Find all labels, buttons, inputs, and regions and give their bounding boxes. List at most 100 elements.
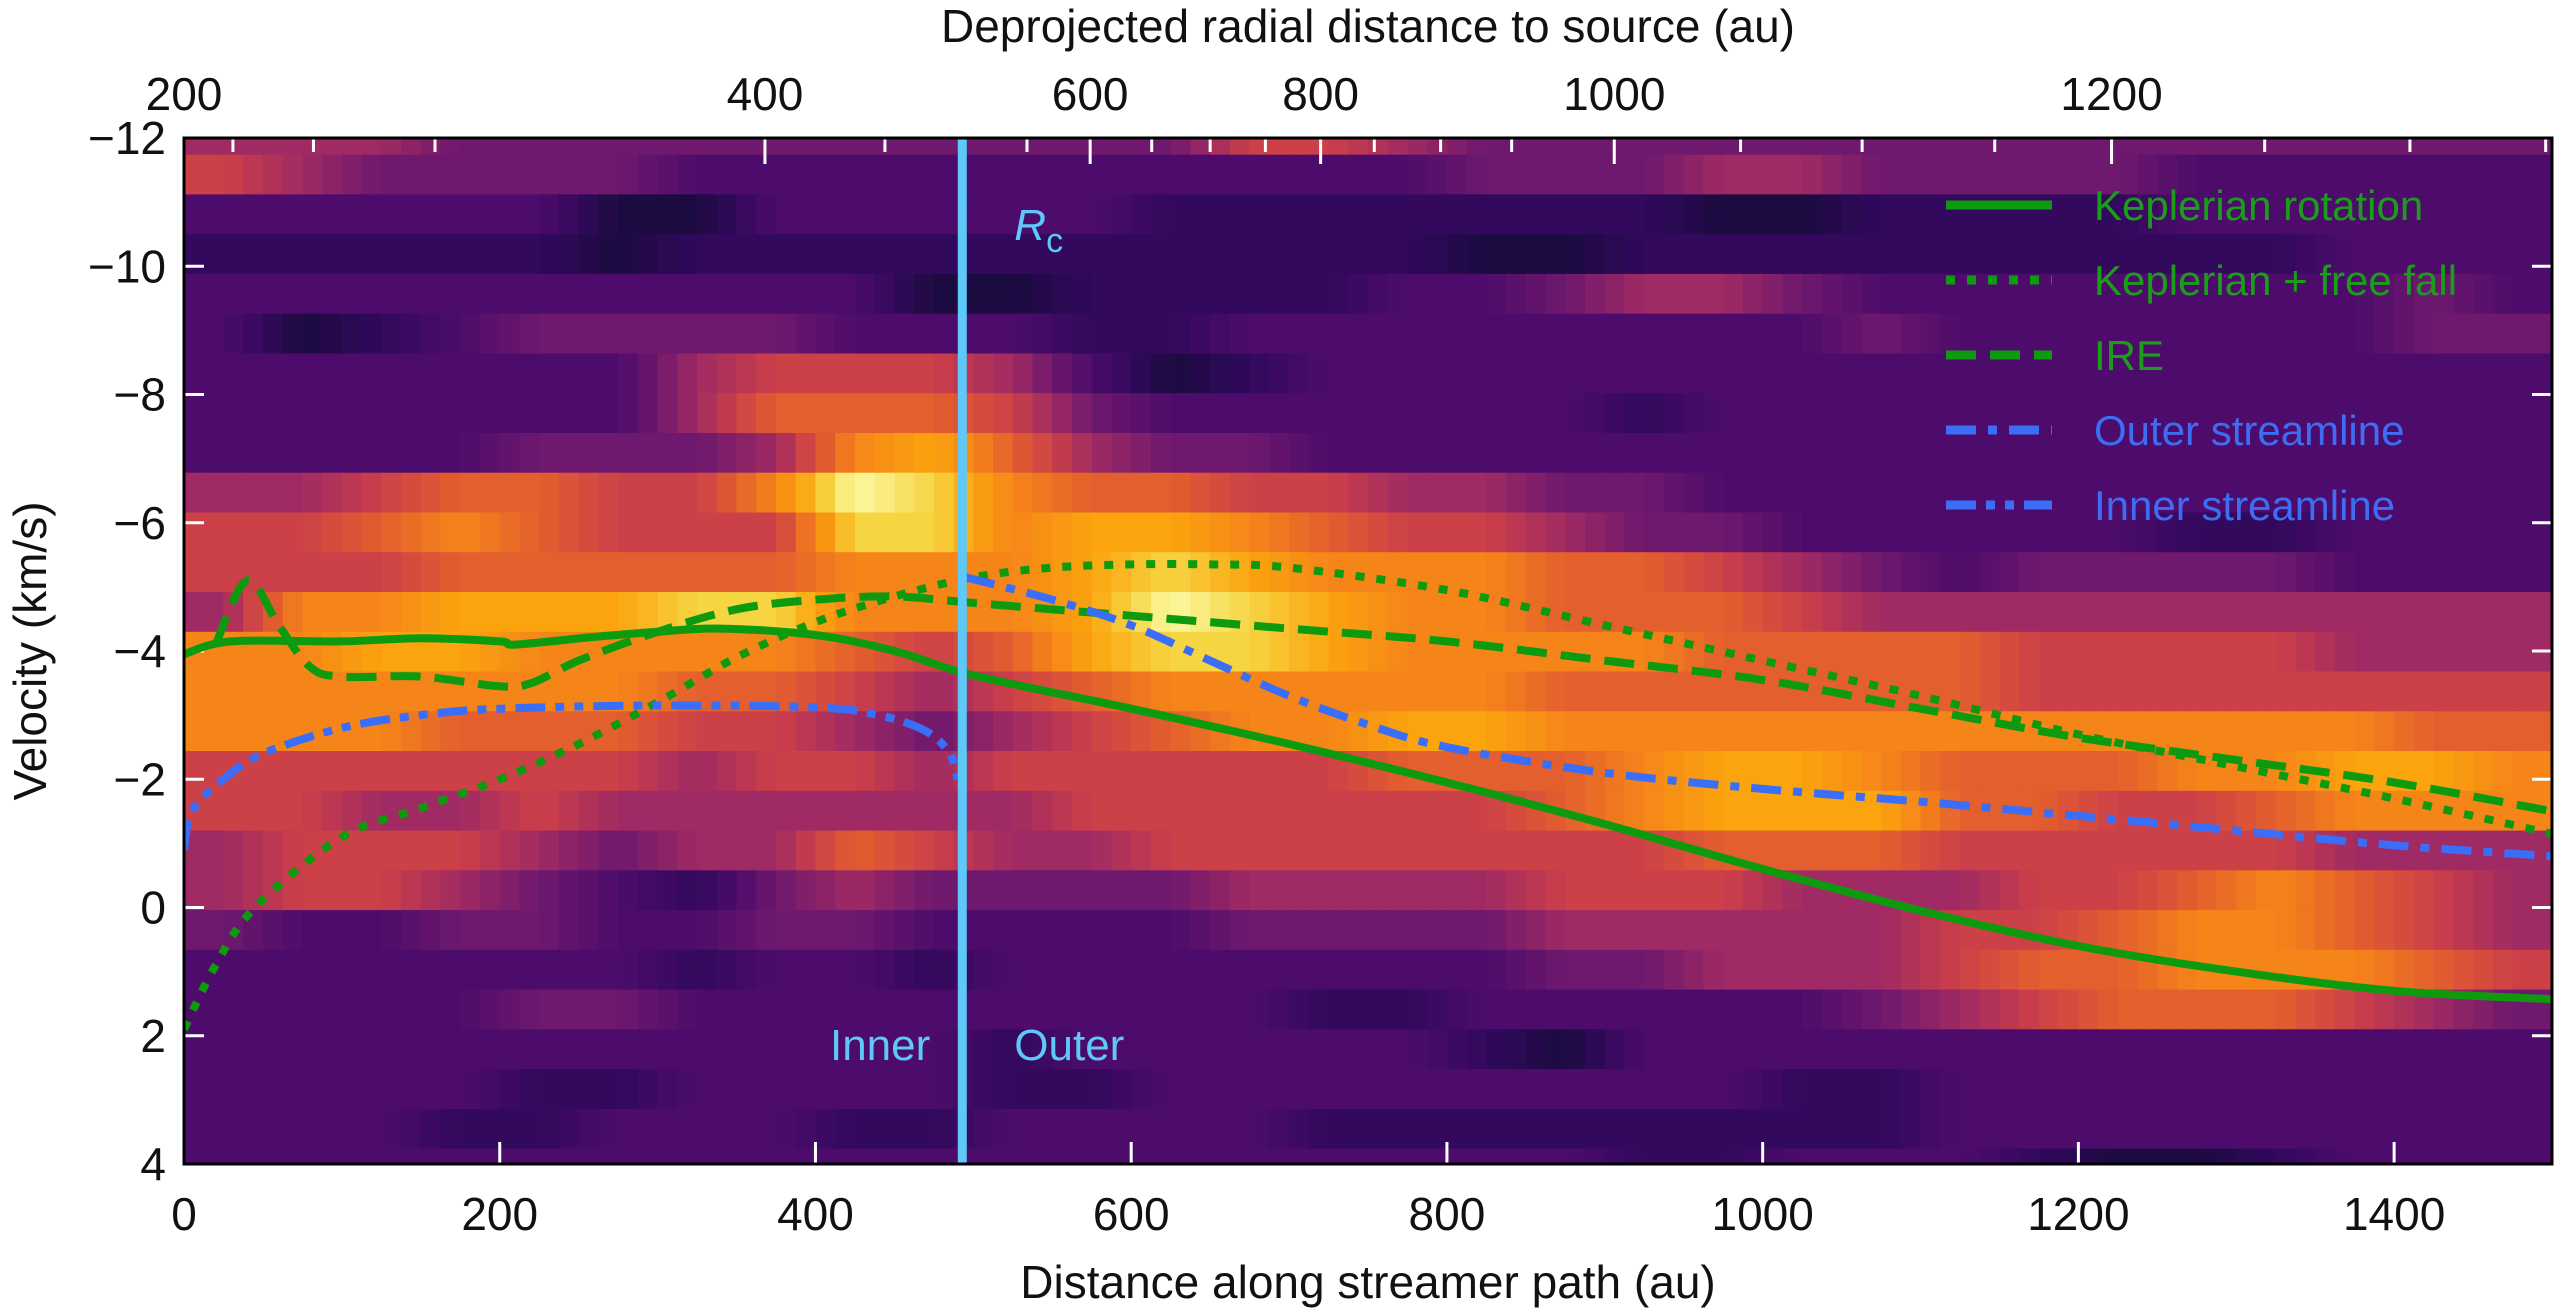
heatmap-cell bbox=[1269, 870, 1290, 911]
heatmap-cell bbox=[1486, 790, 1507, 832]
heatmap-cell bbox=[1131, 1148, 1152, 1164]
heatmap-cell bbox=[874, 989, 895, 1030]
heatmap-cell bbox=[1111, 1148, 1132, 1164]
heatmap-cell bbox=[460, 870, 481, 911]
heatmap-cell bbox=[499, 870, 520, 911]
heatmap-cell bbox=[1111, 154, 1132, 196]
heatmap-cell bbox=[2354, 671, 2375, 712]
heatmap-cell bbox=[815, 711, 836, 752]
heatmap-cell bbox=[1900, 433, 1922, 474]
heatmap-cell bbox=[1131, 1029, 1152, 1070]
heatmap-cell bbox=[1644, 194, 1665, 235]
heatmap-cell bbox=[1644, 711, 1665, 752]
keplerian-rotation-curve bbox=[184, 624, 2552, 1004]
heatmap-cell bbox=[519, 1108, 540, 1150]
heatmap-cell bbox=[341, 870, 363, 911]
heatmap-cell bbox=[243, 790, 264, 832]
heatmap-cell bbox=[914, 552, 935, 593]
heatmap-cell bbox=[776, 711, 797, 752]
heatmap-cell bbox=[618, 433, 639, 474]
heatmap-cell bbox=[1506, 949, 1527, 991]
heatmap-cell bbox=[223, 1069, 244, 1110]
heatmap-cell bbox=[420, 1029, 442, 1070]
heatmap-cell bbox=[1289, 194, 1310, 235]
heatmap-cell bbox=[2315, 671, 2336, 712]
heatmap-cell bbox=[1170, 910, 1191, 951]
heatmap-cell bbox=[1782, 910, 1803, 951]
heatmap-cell bbox=[1052, 194, 1073, 235]
heatmap-cell bbox=[657, 353, 678, 394]
heatmap-cell bbox=[914, 433, 935, 474]
heatmap-cell bbox=[657, 433, 678, 474]
heatmap-cell bbox=[854, 512, 876, 553]
heatmap-cell bbox=[401, 273, 422, 315]
heatmap-cell bbox=[2354, 234, 2375, 275]
heatmap-cell bbox=[933, 313, 955, 355]
heatmap-cell bbox=[835, 313, 856, 355]
heatmap-cell bbox=[1387, 790, 1408, 832]
heatmap-cell bbox=[1012, 194, 1034, 235]
heatmap-cell bbox=[341, 1069, 363, 1110]
heatmap-cell bbox=[716, 353, 738, 394]
heatmap-cell bbox=[1150, 472, 1172, 514]
heatmap-cell bbox=[2177, 313, 2198, 355]
heatmap-cell bbox=[2433, 671, 2454, 712]
heatmap-cell bbox=[1565, 910, 1586, 951]
heatmap-cell bbox=[716, 552, 738, 593]
heatmap-cell bbox=[361, 154, 382, 196]
heatmap-cell bbox=[480, 790, 501, 832]
heatmap-cell bbox=[677, 1148, 698, 1164]
heatmap-cell bbox=[2374, 1148, 2395, 1164]
heatmap-cell bbox=[1289, 1108, 1310, 1150]
heatmap-cell bbox=[1407, 194, 1428, 235]
heatmap-cell bbox=[184, 870, 205, 911]
heatmap-cell bbox=[657, 949, 678, 991]
heatmap-cell bbox=[460, 552, 481, 593]
heatmap-cell bbox=[2256, 989, 2277, 1030]
y-tick-label: −12 bbox=[88, 112, 166, 164]
heatmap-cell bbox=[1466, 631, 1487, 673]
heatmap-cell bbox=[2532, 234, 2552, 275]
heatmap-cell bbox=[1308, 1148, 1330, 1164]
heatmap-cell bbox=[815, 433, 836, 474]
heatmap-cell bbox=[1762, 790, 1783, 832]
heatmap-cell bbox=[1900, 989, 1922, 1030]
heatmap-cell bbox=[401, 353, 422, 394]
heatmap-cell bbox=[1900, 353, 1922, 394]
heatmap-cell bbox=[2433, 433, 2454, 474]
heatmap-cell bbox=[1131, 870, 1152, 911]
heatmap-cell bbox=[2334, 353, 2356, 394]
heatmap-cell bbox=[460, 671, 481, 712]
heatmap-cell bbox=[1289, 353, 1310, 394]
heatmap-cell bbox=[2019, 870, 2040, 911]
heatmap-cell bbox=[637, 154, 659, 196]
heatmap-cell bbox=[2433, 949, 2454, 991]
heatmap-cell bbox=[618, 1148, 639, 1164]
heatmap-cell bbox=[835, 751, 856, 792]
heatmap-cell bbox=[2374, 353, 2395, 394]
heatmap-cell bbox=[184, 910, 205, 951]
heatmap-cell bbox=[2334, 592, 2356, 633]
heatmap-cell bbox=[2236, 1148, 2257, 1164]
heatmap-cell bbox=[1703, 313, 1724, 355]
heatmap-cell bbox=[2019, 989, 2040, 1030]
heatmap-cell bbox=[1052, 1029, 1073, 1070]
heatmap-cell bbox=[282, 353, 303, 394]
heatmap-cell bbox=[1427, 138, 1448, 156]
heatmap-cell bbox=[2394, 830, 2415, 871]
heatmap-cell bbox=[2354, 1029, 2375, 1070]
heatmap-cell bbox=[2078, 592, 2099, 633]
heatmap-cell bbox=[1624, 671, 1645, 712]
heatmap-cell bbox=[322, 592, 343, 633]
heatmap-cell bbox=[1072, 830, 1093, 871]
heatmap-cell bbox=[184, 234, 205, 275]
heatmap-cell bbox=[1624, 711, 1645, 752]
heatmap-cell bbox=[2275, 1148, 2296, 1164]
heatmap-cell bbox=[2334, 949, 2356, 991]
heatmap-cell bbox=[1210, 512, 1231, 553]
heatmap-cell bbox=[736, 393, 757, 434]
heatmap-cell bbox=[1111, 313, 1132, 355]
heatmap-cell bbox=[795, 512, 816, 553]
inner-label: Inner bbox=[830, 1021, 930, 1070]
heatmap-cell bbox=[1150, 910, 1172, 951]
